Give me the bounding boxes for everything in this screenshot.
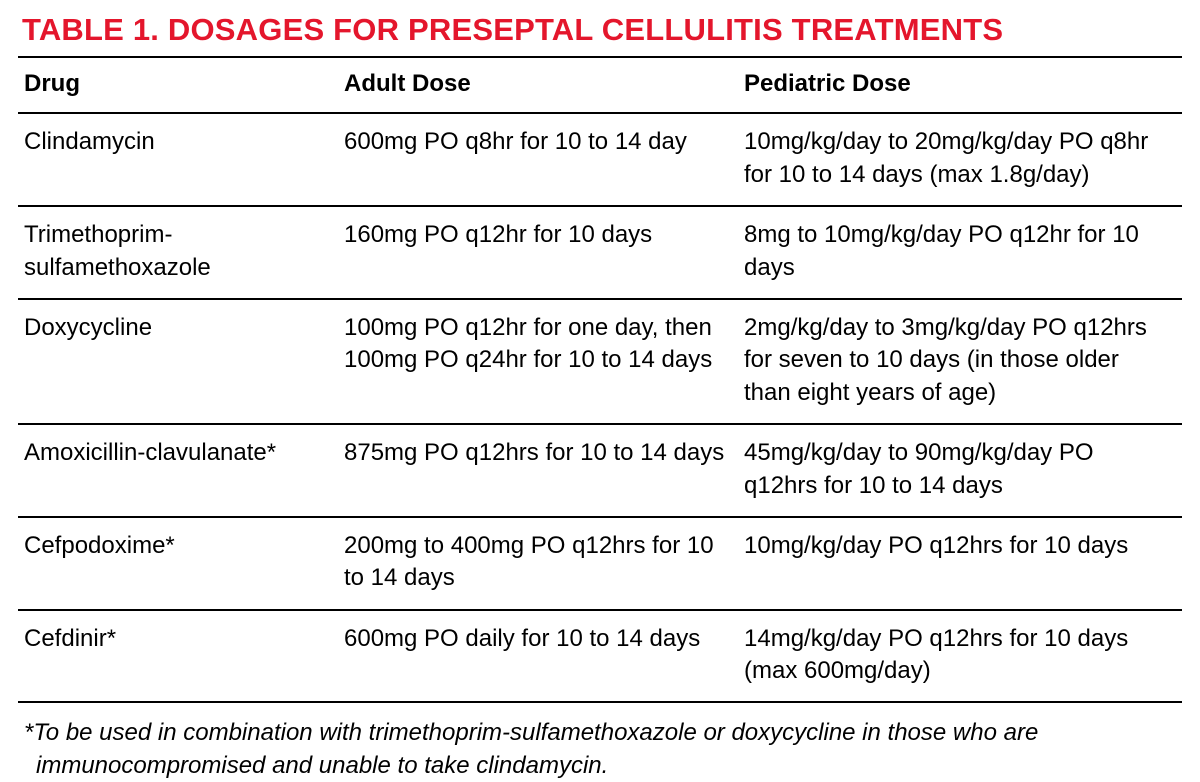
cell-adult: 160mg PO q12hr for 10 days [338,206,738,299]
cell-pediatric: 10mg/kg/day to 20mg/kg/day PO q8hr for 1… [738,113,1182,206]
cell-pediatric: 45mg/kg/day to 90mg/kg/day PO q12hrs for… [738,424,1182,517]
table-row: Trimethoprim-sulfamethoxazole 160mg PO q… [18,206,1182,299]
cell-adult: 200mg to 400mg PO q12hrs for 10 to 14 da… [338,517,738,610]
table-row: Clindamycin 600mg PO q8hr for 10 to 14 d… [18,113,1182,206]
table-row: Doxycycline 100mg PO q12hr for one day, … [18,299,1182,424]
table-row: Cefpodoxime* 200mg to 400mg PO q12hrs fo… [18,517,1182,610]
table-title: TABLE 1. DOSAGES FOR PRESEPTAL CELLULITI… [22,12,1182,48]
cell-drug: Cefdinir* [18,610,338,703]
cell-drug: Amoxicillin-clavulanate* [18,424,338,517]
cell-adult: 600mg PO q8hr for 10 to 14 day [338,113,738,206]
cell-pediatric: 14mg/kg/day PO q12hrs for 10 days (max 6… [738,610,1182,703]
cell-adult: 875mg PO q12hrs for 10 to 14 days [338,424,738,517]
cell-pediatric: 10mg/kg/day PO q12hrs for 10 days [738,517,1182,610]
dosage-table: Drug Adult Dose Pediatric Dose Clindamyc… [18,56,1182,703]
col-header-ped: Pediatric Dose [738,57,1182,113]
cell-drug: Cefpodoxime* [18,517,338,610]
cell-pediatric: 8mg to 10mg/kg/day PO q12hr for 10 days [738,206,1182,299]
table-row: Amoxicillin-clavulanate* 875mg PO q12hrs… [18,424,1182,517]
table-row: Cefdinir* 600mg PO daily for 10 to 14 da… [18,610,1182,703]
col-header-adult: Adult Dose [338,57,738,113]
cell-drug: Doxycycline [18,299,338,424]
cell-adult: 600mg PO daily for 10 to 14 days [338,610,738,703]
table-footnote: *To be used in combination with trimetho… [18,703,1182,782]
col-header-drug: Drug [18,57,338,113]
cell-adult: 100mg PO q12hr for one day, then 100mg P… [338,299,738,424]
cell-drug: Clindamycin [18,113,338,206]
table-header-row: Drug Adult Dose Pediatric Dose [18,57,1182,113]
cell-drug: Trimethoprim-sulfamethoxazole [18,206,338,299]
cell-pediatric: 2mg/kg/day to 3mg/kg/day PO q12hrs for s… [738,299,1182,424]
